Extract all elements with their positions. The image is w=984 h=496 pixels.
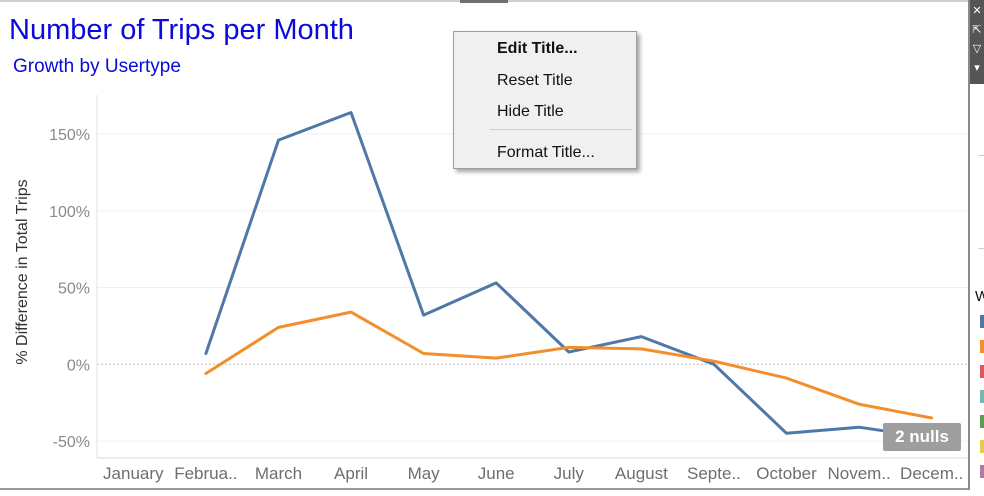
filter-icon[interactable]: ▽ — [972, 43, 982, 55]
x-tick-label: October — [756, 464, 817, 483]
close-icon[interactable]: ✕ — [972, 5, 982, 17]
x-tick-label: April — [334, 464, 368, 483]
frame-right-border — [968, 0, 970, 490]
menu-item-reset-title[interactable]: Reset Title — [497, 72, 573, 89]
y-tick-label: 150% — [49, 127, 90, 144]
x-tick-label: March — [255, 464, 302, 483]
legend-swatch[interactable] — [980, 465, 984, 478]
series-line-0 — [204, 111, 934, 440]
side-divider — [978, 155, 984, 156]
legend-swatch[interactable] — [980, 365, 984, 378]
y-tick-label: 50% — [58, 281, 90, 298]
x-tick-label: Septe.. — [687, 464, 741, 483]
legend-swatch[interactable] — [980, 315, 984, 328]
side-divider — [978, 248, 984, 249]
legend-swatch[interactable] — [980, 390, 984, 403]
y-tick-label: -50% — [53, 434, 90, 451]
x-tick-label: June — [478, 464, 515, 483]
x-tick-label: January — [103, 464, 164, 483]
menu-item-format-title[interactable]: Format Title... — [497, 144, 595, 161]
legend-title: W — [975, 288, 984, 305]
y-tick-label: 0% — [67, 357, 90, 374]
legend-swatch[interactable] — [980, 440, 984, 453]
more-options-icon[interactable]: ▾ — [974, 62, 980, 74]
nulls-indicator[interactable]: 2 nulls — [883, 423, 961, 451]
y-tick-label: 100% — [49, 204, 90, 221]
chart-subtitle[interactable]: Growth by Usertype — [13, 56, 181, 77]
x-tick-label: Decem.. — [900, 464, 963, 483]
x-tick-label: May — [408, 464, 441, 483]
title-context-menu: Edit Title... Reset Title Hide Title For… — [453, 31, 637, 169]
x-tick-label: Februa.. — [174, 464, 237, 483]
menu-separator — [490, 129, 632, 130]
menu-icon-gutter — [454, 32, 488, 168]
chart-title[interactable]: Number of Trips per Month — [9, 14, 354, 46]
series-line-1 — [204, 310, 934, 420]
x-tick-label: Novem.. — [827, 464, 890, 483]
x-tick-label: July — [554, 464, 585, 483]
line-chart[interactable]: 150% 100% 50% 0% -50% January Februa.. March Apr… — [0, 0, 970, 490]
drag-handle[interactable] — [460, 0, 508, 3]
x-tick-label: August — [615, 464, 668, 483]
popout-icon[interactable]: ⇱ — [972, 24, 982, 36]
menu-item-edit-title[interactable]: Edit Title... — [497, 40, 578, 57]
worksheet-toolbar: ✕ ⇱ ▽ ▾ — [970, 0, 984, 84]
legend-swatch[interactable] — [980, 415, 984, 428]
menu-item-hide-title[interactable]: Hide Title — [497, 103, 564, 120]
legend-swatch[interactable] — [980, 340, 984, 353]
